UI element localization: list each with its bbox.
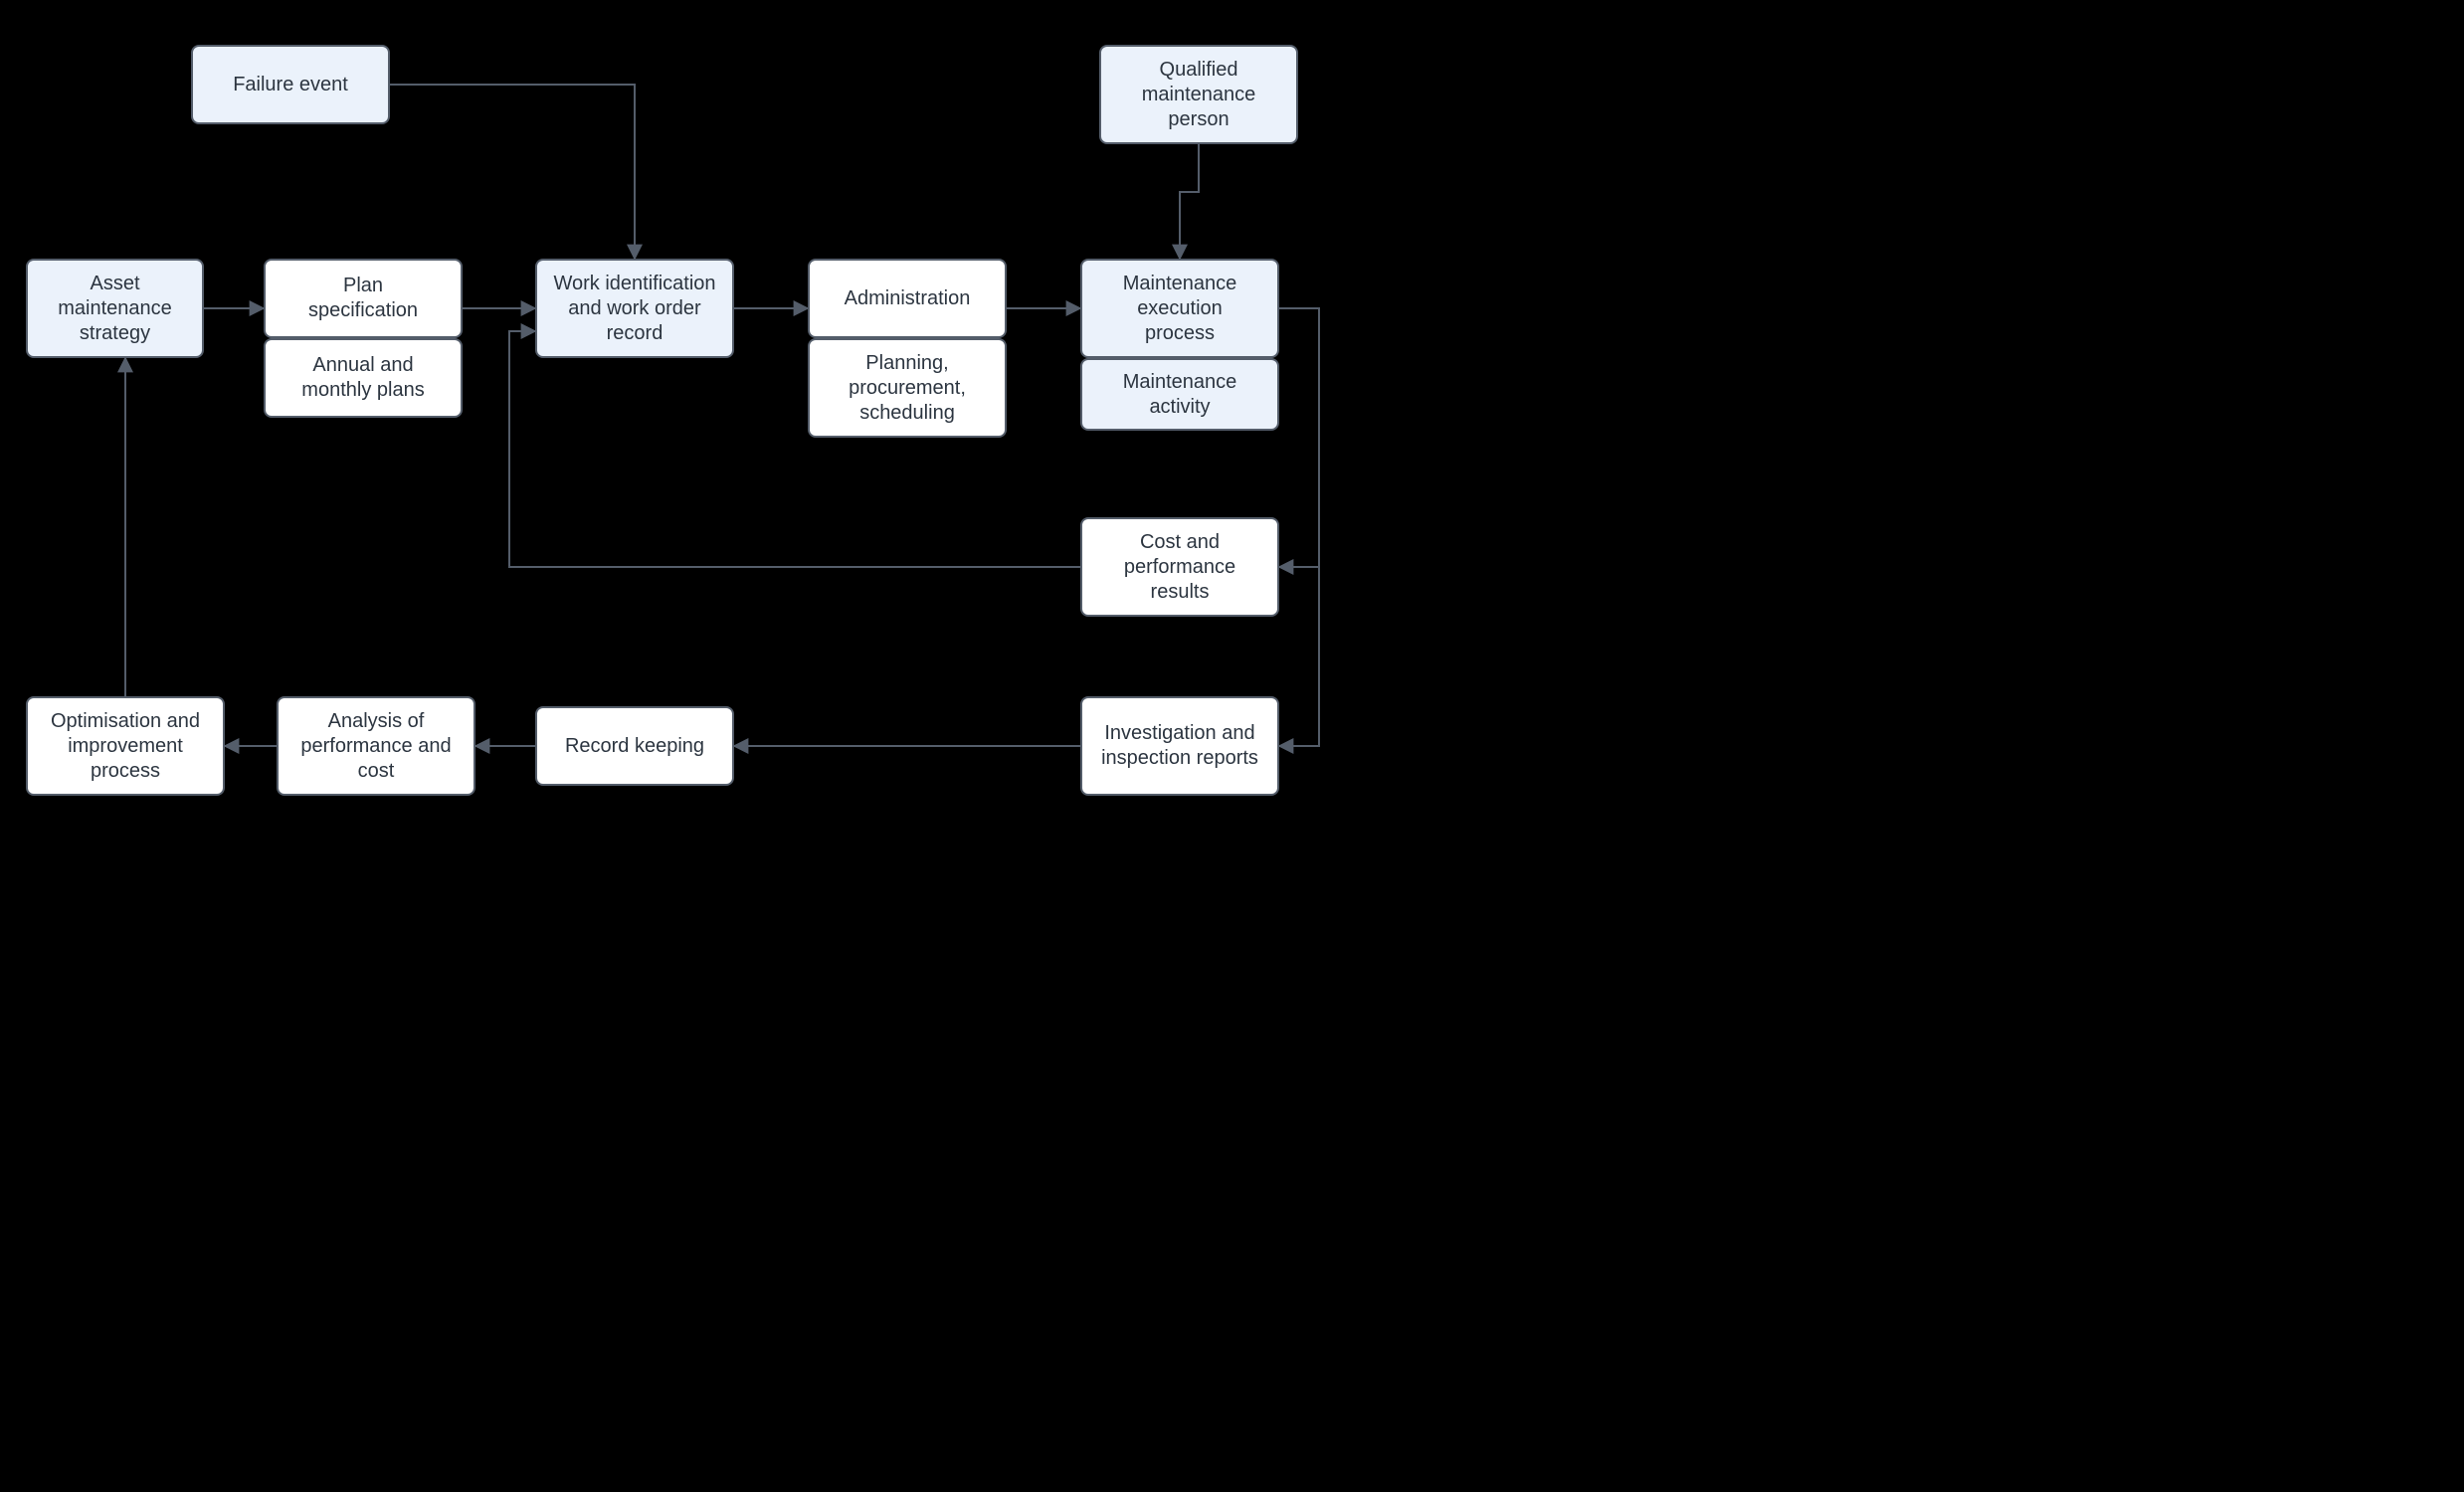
node-planspec: Plan specification xyxy=(264,259,463,338)
node-exec: Maintenance execution process xyxy=(1080,259,1279,358)
node-workid: Work identification and work order recor… xyxy=(535,259,734,358)
node-cost: Cost and performance results xyxy=(1080,517,1279,617)
edge-layer xyxy=(0,0,1551,939)
node-activity: Maintenance activity xyxy=(1080,358,1279,431)
edge-e-qualified-exec xyxy=(1180,144,1199,259)
node-admin: Administration xyxy=(808,259,1007,338)
node-planning: Planning, procurement, scheduling xyxy=(808,338,1007,438)
edge-e-exec-down xyxy=(1279,308,1319,567)
node-record: Record keeping xyxy=(535,706,734,786)
node-failure: Failure event xyxy=(191,45,390,124)
node-qualified: Qualified maintenance person xyxy=(1099,45,1298,144)
node-optim: Optimisation and improvement process xyxy=(26,696,225,796)
edge-e-failure-workid xyxy=(390,85,635,259)
edge-e-cost-invest xyxy=(1279,567,1319,746)
node-analysis: Analysis of performance and cost xyxy=(277,696,475,796)
node-invest: Investigation and inspection reports xyxy=(1080,696,1279,796)
node-strategy: Asset maintenance strategy xyxy=(26,259,204,358)
node-annual: Annual and monthly plans xyxy=(264,338,463,418)
flowchart-canvas: Failure event Qualified maintenance perso… xyxy=(0,0,1551,939)
